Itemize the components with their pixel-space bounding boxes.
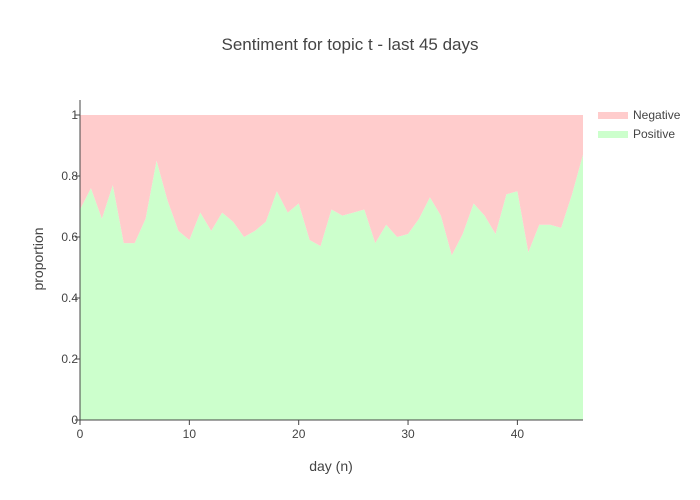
axes: 0 10 20 30 40 0 0.2 0.4 0.6 0.8 1	[61, 100, 583, 441]
y-tick-label: 0.6	[61, 230, 78, 244]
y-axis-title: proportion	[30, 227, 46, 290]
x-tick-label: 0	[77, 427, 84, 441]
x-tick-label: 20	[292, 427, 306, 441]
chart-title: Sentiment for topic t - last 45 days	[221, 35, 478, 54]
legend: Negative Positive	[598, 108, 681, 141]
y-tick-label: 0.4	[61, 291, 78, 305]
y-tick-label: 1	[71, 108, 78, 122]
x-tick-label: 40	[511, 427, 525, 441]
x-axis-title: day (n)	[309, 458, 353, 474]
positive-legend-swatch	[598, 131, 628, 138]
y-tick-label: 0.8	[61, 169, 78, 183]
y-tick-label: 0	[71, 413, 78, 427]
y-tick-label: 0.2	[61, 352, 78, 366]
negative-legend-swatch	[598, 112, 628, 119]
positive-area	[80, 154, 583, 420]
plot-area	[80, 115, 583, 420]
positive-legend-label: Positive	[633, 127, 675, 141]
x-tick-label: 30	[401, 427, 415, 441]
x-tick-label: 10	[183, 427, 197, 441]
negative-legend-label: Negative	[633, 108, 681, 122]
negative-area	[80, 115, 583, 256]
